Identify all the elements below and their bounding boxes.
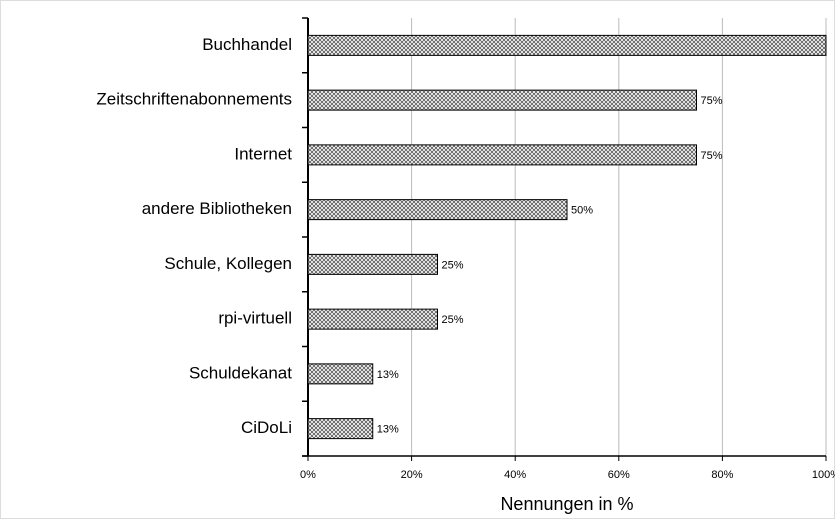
y-tick-label: Schule, Kollegen [164,254,292,273]
value-label: 75% [701,95,723,107]
y-tick-label: Schuldekanat [189,363,292,382]
bar [307,89,697,111]
x-tick-label: 100% [812,469,835,481]
bar [307,199,568,221]
y-tick-label: rpi-virtuell [218,309,292,328]
value-label: 75% [701,150,723,162]
y-tick-label: CiDoLi [241,418,292,437]
value-label: 25% [442,259,464,271]
bar [307,308,438,330]
bar [307,253,438,275]
bar [307,144,697,166]
y-tick-label: Internet [234,144,292,163]
x-axis-title: Nennungen in % [500,494,633,514]
x-tick-label: 40% [504,469,526,481]
value-label: 50% [571,205,593,217]
x-tick-label: 60% [608,469,630,481]
x-tick-label: 0% [300,469,316,481]
value-label: 13% [377,424,399,436]
y-tick-label: Zeitschriftenabonnements [96,90,292,109]
x-tick-label: 80% [711,469,733,481]
y-tick-label: andere Bibliotheken [142,199,292,218]
y-tick-label: Buchhandel [202,35,292,54]
bar [307,34,827,56]
x-tick-label: 20% [401,469,423,481]
value-label: 13% [377,369,399,381]
bar [307,418,374,440]
value-label: 25% [442,314,464,326]
bar [307,363,374,385]
